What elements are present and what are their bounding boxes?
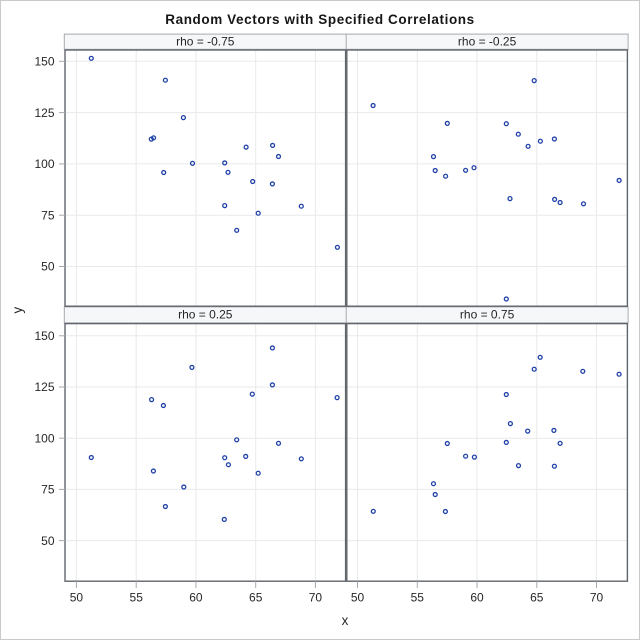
svg-text:50: 50 xyxy=(70,591,84,605)
svg-text:100: 100 xyxy=(34,157,54,171)
svg-text:70: 70 xyxy=(590,591,604,605)
svg-text:150: 150 xyxy=(34,329,54,343)
svg-text:55: 55 xyxy=(411,591,425,605)
svg-text:150: 150 xyxy=(34,55,54,69)
svg-text:50: 50 xyxy=(41,534,55,548)
svg-text:rho = -0.25: rho = -0.25 xyxy=(458,34,517,48)
svg-text:50: 50 xyxy=(351,591,365,605)
svg-text:x: x xyxy=(342,613,349,628)
svg-text:75: 75 xyxy=(41,208,55,222)
svg-text:125: 125 xyxy=(34,380,54,394)
svg-text:75: 75 xyxy=(41,483,55,497)
svg-text:65: 65 xyxy=(249,591,263,605)
svg-text:50: 50 xyxy=(41,260,55,274)
svg-text:70: 70 xyxy=(309,591,323,605)
svg-text:rho = 0.25: rho = 0.25 xyxy=(178,307,233,321)
svg-text:y: y xyxy=(10,307,25,314)
svg-text:125: 125 xyxy=(34,106,54,120)
svg-text:100: 100 xyxy=(34,431,54,445)
svg-text:60: 60 xyxy=(470,591,484,605)
svg-text:rho = -0.75: rho = -0.75 xyxy=(176,34,235,48)
svg-text:rho = 0.75: rho = 0.75 xyxy=(460,307,515,321)
svg-text:65: 65 xyxy=(530,591,544,605)
svg-text:55: 55 xyxy=(130,591,144,605)
svg-text:Random Vectors with Specified: Random Vectors with Specified Correlatio… xyxy=(165,12,475,27)
svg-text:60: 60 xyxy=(189,591,203,605)
